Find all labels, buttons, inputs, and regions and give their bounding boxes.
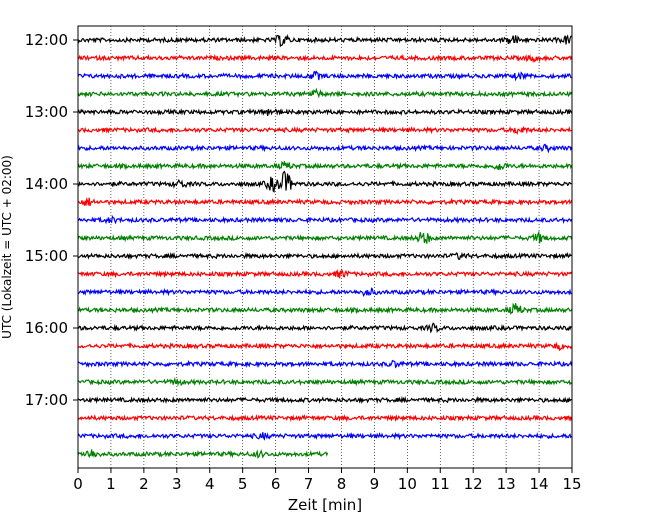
trace-15:45	[77, 302, 573, 315]
x-tick-label-5: 5	[238, 475, 248, 493]
trace-15:15	[77, 268, 573, 279]
y-axis-ticks: 12:00 13:00 14:00 15:00 16:00 17:00	[25, 31, 78, 409]
trace-13:15	[77, 125, 572, 135]
x-tick-label-9: 9	[370, 475, 380, 493]
x-axis-label: Zeit [min]	[288, 496, 362, 514]
x-tick-label-0: 0	[73, 475, 83, 493]
x-tick-label-12: 12	[464, 475, 483, 493]
trace-14:15	[77, 197, 573, 207]
trace-15:00	[77, 251, 572, 261]
x-tick-label-10: 10	[398, 475, 417, 493]
trace-15:30	[77, 287, 572, 297]
trace-14:30	[77, 215, 573, 225]
plot-frame	[77, 25, 573, 469]
y-tick-label-17:00: 17:00	[25, 391, 68, 409]
trace-14:00	[77, 170, 572, 193]
x-tick-label-8: 8	[337, 475, 347, 493]
trace-17:00	[77, 395, 572, 405]
x-tick-label-15: 15	[562, 475, 581, 493]
x-tick-label-4: 4	[205, 475, 215, 493]
y-tick-label-13:00: 13:00	[25, 103, 68, 121]
x-tick-label-2: 2	[139, 475, 149, 493]
x-axis-ticks: 0 1 2 3 4 5 6 7 8 9 10 11 12 13 14 15	[73, 468, 582, 493]
trace-12:30	[77, 70, 572, 82]
x-tick-label-6: 6	[271, 475, 281, 493]
trace-12:45	[77, 87, 573, 99]
y-tick-label-15:00: 15:00	[25, 247, 68, 265]
x-tick-label-1: 1	[106, 475, 116, 493]
trace-13:00	[77, 107, 573, 117]
trace-16:30	[77, 359, 573, 369]
x-tick-label-7: 7	[304, 475, 314, 493]
trace-17:15	[77, 413, 573, 423]
trace-16:15	[77, 341, 573, 352]
trace-16:45	[77, 376, 573, 387]
seismic-traces	[77, 33, 573, 459]
trace-12:00	[77, 33, 572, 48]
x-tick-label-11: 11	[431, 475, 450, 493]
x-tick-label-14: 14	[530, 475, 549, 493]
y-tick-label-16:00: 16:00	[25, 319, 68, 337]
trace-17:45	[77, 449, 329, 459]
x-tick-label-13: 13	[497, 475, 516, 493]
y-axis-label: UTC (Lokalzeit = UTC + 02:00)	[0, 155, 14, 339]
trace-13:45	[77, 160, 573, 171]
x-tick-label-3: 3	[172, 475, 182, 493]
plot-area-background	[78, 26, 572, 468]
trace-13:30	[77, 143, 573, 154]
y-tick-label-12:00: 12:00	[25, 31, 68, 49]
y-tick-label-14:00: 14:00	[25, 175, 68, 193]
trace-12:15	[77, 53, 573, 64]
trace-16:00	[77, 322, 572, 334]
trace-14:45	[77, 230, 573, 244]
trace-17:30	[77, 431, 573, 441]
